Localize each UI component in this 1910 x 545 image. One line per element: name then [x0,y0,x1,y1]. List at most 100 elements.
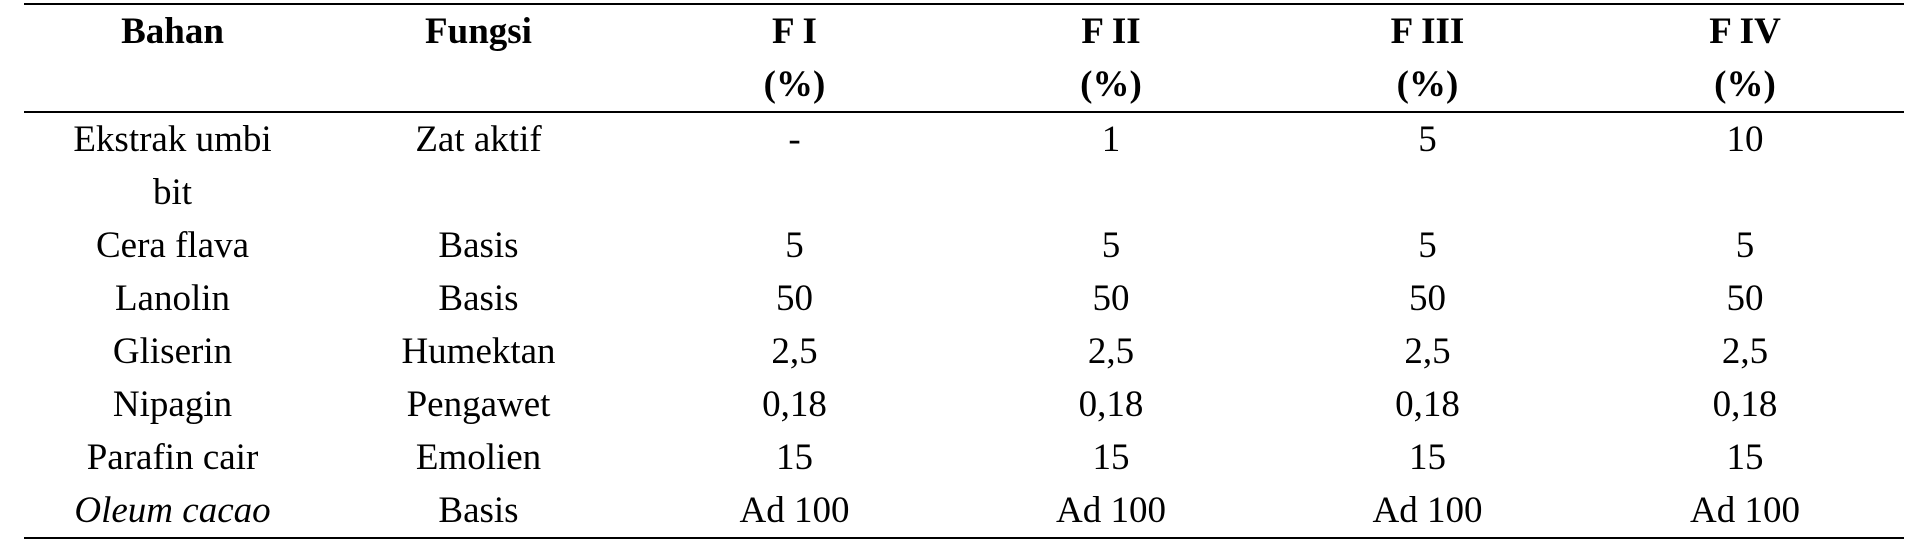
table-body: Ekstrak umbi bit Zat aktif -1 5 10 Cera flava… [24,112,1904,538]
table-cell: - [636,112,953,219]
cell-text: Ad 100 [1372,490,1483,531]
cell-text: 50 [1726,278,1764,319]
cell-text: 10 [1726,119,1764,160]
table-cell: Basis [321,484,636,538]
header-text: F IV [1709,11,1781,52]
cell-text: 1 [1101,119,1121,160]
table-cell: 5 [1269,219,1586,272]
table-cell: 15 [953,431,1269,484]
header-cell: F II (%) [953,4,1269,112]
table-cell: Zat aktif [321,112,636,219]
cell-text: Basis [438,278,519,319]
table-cell: Pengawet [321,378,636,431]
cell-text: Oleum cacao [74,490,271,531]
table-cell: 50 [953,272,1269,325]
cell-text: Basis [438,490,519,531]
cell-text: 2,5 [1404,331,1451,372]
table-cell: 5 [953,219,1269,272]
cell-text: 0,18 [1712,384,1778,425]
table-row: Cera flava Basis 5 5 5 5 [24,219,1904,272]
table-cell: 5 [1269,112,1586,219]
cell-text: Zat aktif [415,119,542,160]
cell-text: Gliserin [112,331,233,372]
header-text: F II [1081,11,1141,52]
table-cell: Gliserin [24,325,321,378]
cell-text: Parafin cair [86,437,259,478]
cell-text: Lanolin [114,278,231,319]
table-cell: Ad 100 [953,484,1269,538]
header-cell: F III (%) [1269,4,1586,112]
header-text: F I [772,11,817,52]
table-cell: 2,5 [1586,325,1904,378]
cell-text: 15 [1726,437,1764,478]
table-row: Nipagin Pengawet 0,18 0,18 0,18 0,18 [24,378,1904,431]
table-cell: 5 [636,219,953,272]
header-text: (%) [1714,64,1776,105]
cell-text: 0,18 [1395,384,1460,425]
table-cell: Ekstrak umbi bit [24,112,321,219]
cell-text: 15 [1409,437,1446,478]
table-cell: 50 [1586,272,1904,325]
table-cell: Ad 100 [636,484,953,538]
table-cell: Nipagin [24,378,321,431]
header-text: F III [1390,11,1465,52]
table-cell: 10 [1586,112,1904,219]
table-cell: Ad 100 [1586,484,1904,538]
cell-text: 2,5 [1087,331,1135,372]
table-row: Ekstrak umbi bit Zat aktif - 1 5 10 [24,112,1904,219]
table-row: Lanolin Basis 50 50 50 50 [24,272,1904,325]
cell-text: 2,5 [1721,331,1769,372]
table-cell: Lanolin [24,272,321,325]
header-text: (%) [1080,64,1142,105]
table-cell: Oleum cacao [24,484,321,538]
header-row: Bahan Fungsi F I (%) F II (%) F III (%) F IV (%) [24,4,1904,112]
table-cell: 1 [953,112,1269,219]
cell-text: Ad 100 [1056,490,1166,531]
cell-text: 5 [1101,225,1121,266]
table-cell: 2,5 [953,325,1269,378]
table-cell: 0,18 [1269,378,1586,431]
formula-table: Bahan Fungsi F I (%) F II (%) F III (%) F IV (%) … [24,3,1904,539]
cell-text: Nipagin [112,384,233,425]
table-row: Gliserin Humektan 2,5 2,5 2,5 2,5 [24,325,1904,378]
cell-text: Ekstrak umbi bit [73,119,272,213]
cell-text: Humektan [401,331,556,372]
table-cell: 0,18 [636,378,953,431]
table-cell: 15 [636,431,953,484]
cell-text: Cera flava [95,225,250,266]
cell-text: Basis [438,225,519,266]
table-cell: Ad 100 [1269,484,1586,538]
header-cell: Bahan [24,4,321,112]
table-cell: 15 [1586,431,1904,484]
header-cell: F I (%) [636,4,953,112]
header-text: (%) [763,64,826,105]
table-cell: Emolien [321,431,636,484]
table-cell: Parafin cair [24,431,321,484]
table-cell: Basis [321,272,636,325]
table-cell: 2,5 [636,325,953,378]
table-cell: 50 [1269,272,1586,325]
cell-text: 5 [785,225,804,266]
header-text: Bahan [121,11,224,52]
cell-text: Ad 100 [1690,490,1800,531]
table-cell: 2,5 [1269,325,1586,378]
header-text: (%) [1396,64,1459,105]
cell-text: 50 [1092,278,1130,319]
table-cell: Humektan [321,325,636,378]
table-cell: Basis [321,219,636,272]
table-cell: Cera flava [24,219,321,272]
header-cell: Fungsi [321,4,636,112]
table-row: Oleum cacao Basis Ad 100 Ad 100 Ad 100 Ad 100 [24,484,1904,538]
table-header: Bahan Fungsi F I (%) F II (%) F III (%) F IV (%) [24,4,1904,112]
header-text: Fungsi [425,11,532,52]
cell-text: 15 [776,437,813,478]
table-cell: 0,18 [1586,378,1904,431]
table-cell: 0,18 [953,378,1269,431]
cell-text: 5 [1735,225,1755,266]
header-cell: F IV (%) [1586,4,1904,112]
cell-text: 0,18 [1078,384,1144,425]
cell-text: Ad 100 [739,490,850,531]
cell-text: Pengawet [406,384,551,425]
table-cell: 5 [1586,219,1904,272]
